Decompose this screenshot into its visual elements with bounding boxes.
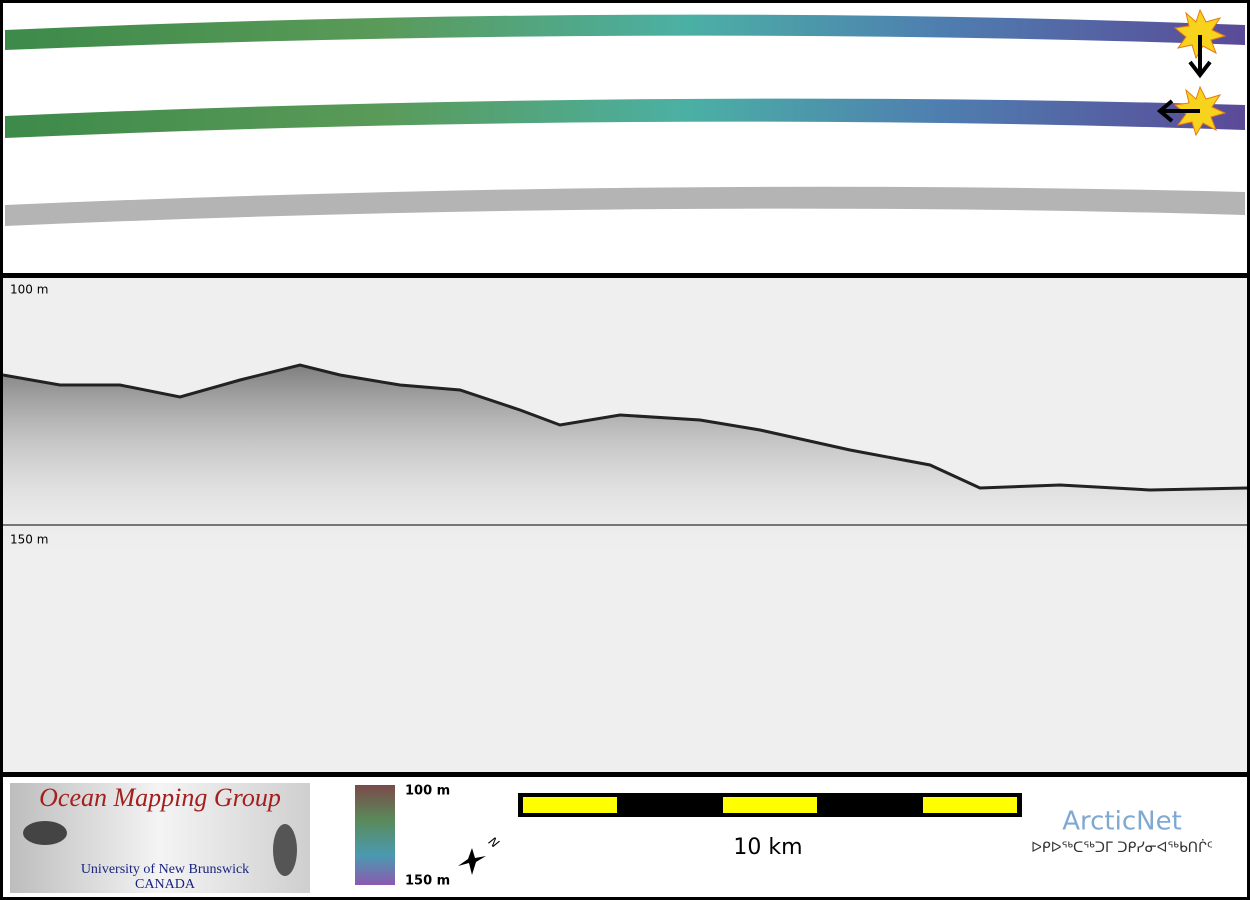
scale-bar-segment — [923, 797, 1017, 813]
direction-arrow — [1156, 99, 1200, 123]
echo-scatter — [3, 365, 1247, 560]
scale-bar-segment — [523, 797, 617, 813]
swath — [5, 14, 1245, 51]
swath-backscatter — [5, 186, 1245, 226]
partner-name-inuktitut: ᐅᑭᐅᖅᑕᖅᑐᒥ ᑐᑭᓯᓂᐊᖅᑲᑎᒌᑦ — [1031, 839, 1213, 856]
logo-image — [23, 821, 67, 845]
colorbar — [355, 785, 395, 885]
logo-image — [273, 824, 297, 876]
north-arrow — [458, 848, 486, 875]
swath-panel — [3, 3, 1247, 273]
logo-title: Ocean Mapping Group — [39, 783, 281, 812]
partner-name: ArcticNet — [1062, 807, 1182, 837]
ship-icon — [1173, 8, 1227, 60]
seafloor-profile — [2, 363, 1248, 492]
colorbar-label: 150 m — [405, 874, 450, 889]
scale-label: 10 km — [733, 835, 802, 860]
colorbar-label: 100 m — [405, 784, 450, 799]
logo-subtitle: University of New Brunswick — [81, 862, 249, 877]
depth-label: 150 m — [10, 533, 48, 547]
logo-country: CANADA — [135, 877, 196, 892]
direction-arrow — [1188, 35, 1212, 79]
scale-bar-segment — [723, 797, 817, 813]
depth-label: 100 m — [10, 283, 48, 297]
swath — [5, 98, 1245, 138]
